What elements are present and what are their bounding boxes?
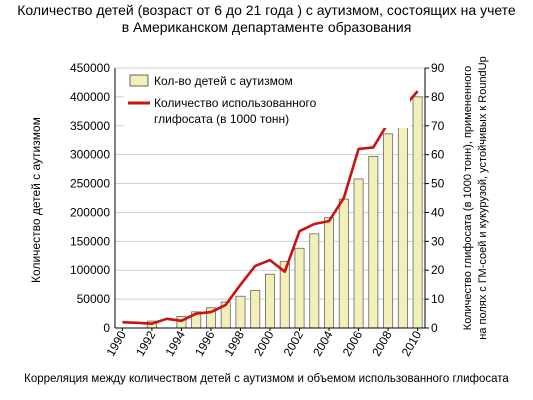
y-tick-label-left: 350000 [70, 119, 110, 133]
bar [324, 217, 335, 329]
y-tick-label-right: 50 [431, 177, 445, 191]
chart-title-line2: в Американском департаменте образования [121, 19, 412, 35]
bar [412, 96, 423, 329]
y-tick-label-right: 20 [431, 263, 445, 277]
y-axis-title-left: Количество детей с аутизмом [29, 117, 43, 283]
bar [383, 133, 394, 329]
glyphosate-line-path [122, 90, 419, 326]
legend-bar-swatch [129, 74, 149, 87]
x-tick-label: 2002 [281, 328, 307, 358]
y-tick-label-left: 100000 [70, 263, 110, 277]
y-tick-label-left: 250000 [70, 177, 110, 191]
glyphosate-line [122, 90, 419, 326]
y-tick-label-left: 450000 [70, 61, 110, 75]
x-tick-label: 2004 [310, 328, 336, 358]
y-tick-label-right: 80 [431, 90, 445, 104]
x-tick-label: 2008 [369, 328, 395, 358]
bar [353, 178, 364, 329]
legend-line-label-2: глифосата (в 1000 тонн) [154, 112, 289, 126]
bar [294, 247, 305, 329]
axes [114, 67, 429, 331]
caption: Корреляция между количеством детей с аут… [24, 373, 509, 385]
y-tick-label-right: 10 [431, 292, 445, 306]
y-tick-label-left: 300000 [70, 148, 110, 162]
y-tick-label-left: 50000 [77, 292, 111, 306]
y-tick-label-right: 70 [431, 119, 445, 133]
y-axis-title-right-line1: Количество глифосата (в 1000 тонн), прим… [462, 66, 474, 330]
bar [235, 295, 246, 329]
bar [368, 155, 379, 329]
x-tick-label: 2000 [251, 328, 277, 358]
chart-title: Количество детей (возраст от 6 до 21 год… [0, 2, 533, 36]
bar [397, 109, 408, 329]
x-tick-label: 2006 [340, 328, 366, 358]
legend-line-label-1: Количество использованного [154, 96, 317, 110]
x-tick-label: 2010 [399, 328, 425, 358]
x-tick-label: 1998 [222, 328, 248, 358]
bar [338, 198, 349, 329]
chart-title-line1: Количество детей (возраст от 6 до 21 год… [17, 2, 516, 18]
bar [265, 273, 275, 329]
x-tick-label: 1992 [133, 328, 159, 358]
y-tick-label-right: 40 [431, 205, 445, 219]
y-tick-label-right: 90 [431, 61, 445, 75]
y-tick-label-left: 400000 [70, 90, 110, 104]
y-axis-title-right-line2: на полях с ГМ-соей и кукурузой, устойчив… [477, 56, 489, 339]
x-tick-label: 1996 [192, 328, 218, 358]
bar [309, 233, 320, 329]
legend-box [124, 72, 410, 128]
y-tick-label-right: 30 [431, 234, 445, 248]
y-tick-label-left: 0 [103, 321, 110, 335]
y-tick-label-left: 150000 [70, 234, 110, 248]
y-tick-label-left: 200000 [70, 205, 110, 219]
legend-bar-label: Кол-во детей с аутизмом [154, 74, 293, 88]
x-tick-label: 1994 [163, 328, 189, 358]
bar [250, 290, 261, 329]
y-tick-label-right: 60 [431, 148, 445, 162]
y-tick-label-right: 0 [431, 321, 438, 335]
legend: Кол-во детей с аутизмом Количество испол… [124, 72, 410, 128]
